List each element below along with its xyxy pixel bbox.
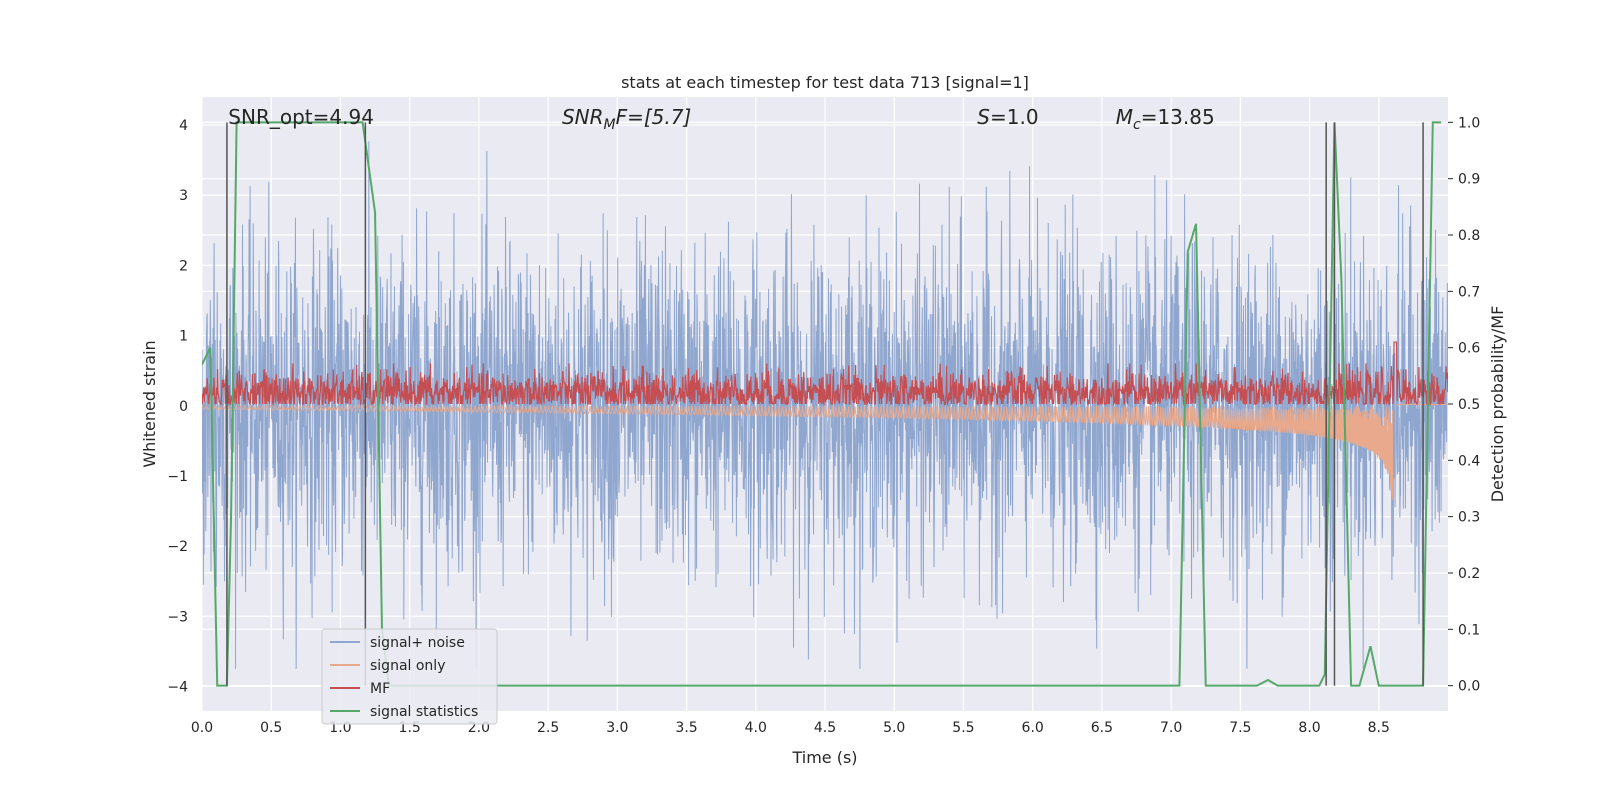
series-layer [202,121,1448,687]
y2-tick-label: 1.0 [1458,115,1480,131]
x-tick-label: 5.0 [883,720,905,736]
series-signal-statistics [202,121,1442,687]
y2-axis-label: Detection probability/MF [1488,306,1507,503]
annotation-text: S=1.0 [977,105,1038,129]
x-tick-label: 8.0 [1298,720,1320,736]
x-tick-label: 3.5 [675,720,697,736]
x-axis: 0.0 0.5 1.0 1.5 2.0 2.5 3.0 3.5 4.0 4.5 5.0 5.5 6.0 6… [191,720,1390,736]
x-tick-label: 6.0 [1022,720,1044,736]
chart-title: stats at each timestep for test data 713… [621,73,1029,92]
legend-entry: signal+ noise [370,635,465,651]
y2-tick-label: 0.0 [1458,679,1480,695]
x-tick-label: 5.5 [952,720,974,736]
x-tick-label: 7.5 [1229,720,1251,736]
x-tick-label: 4.5 [814,720,836,736]
annotation-text: SNRMF=[5.7] [562,105,691,133]
x-tick-label: 0.5 [260,720,282,736]
y-tick-label: 3 [179,188,188,204]
y-axis-right: 1.0 0.9 0.8 0.7 0.6 0.5 0.4 0.3 0.2 0.1 0.0 [1448,115,1480,695]
y2-tick-label: 0.6 [1458,341,1480,357]
x-tick-label: 6.5 [1091,720,1113,736]
annotation-text: SNR_opt=4.94 [228,105,374,129]
legend-entry: MF [370,681,390,697]
legend-entry: signal statistics [370,704,478,720]
x-tick-label: 4.0 [745,720,767,736]
y2-tick-label: 0.2 [1458,566,1480,582]
y-tick-label: 4 [179,118,188,134]
x-tick-label: 3.0 [606,720,628,736]
y2-tick-label: 0.3 [1458,510,1480,526]
y-tick-label: −4 [167,679,188,695]
y2-tick-label: 0.1 [1458,622,1480,638]
y2-tick-label: 0.9 [1458,172,1480,188]
y-tick-label: −3 [167,609,188,625]
y-tick-label: 1 [179,329,188,345]
y2-tick-label: 0.8 [1458,228,1480,244]
y-tick-label: 2 [179,258,188,274]
annotations: SNR_opt=4.94 SNRMF=[5.7] S=1.0 Mc=13.85 [228,105,1214,133]
y-axis-label: Whitened strain [140,340,159,467]
annotation-text: Mc=13.85 [1116,105,1215,133]
y2-tick-label: 0.4 [1458,453,1480,469]
x-axis-label: Time (s) [791,748,857,767]
y2-tick-label: 0.7 [1458,284,1480,300]
legend-entry: signal only [370,658,445,674]
x-tick-label: 7.0 [1160,720,1182,736]
y-tick-label: −2 [167,539,188,555]
series-mf [202,341,1448,407]
legend: signal+ noise signal only MF signal statist… [321,628,498,725]
y-tick-label: 0 [179,399,188,415]
y2-tick-label: 0.5 [1458,397,1480,413]
legend-box [321,628,498,725]
x-tick-label: 0.0 [191,720,213,736]
x-tick-label: 8.5 [1368,720,1390,736]
y-axis-left: 4 3 2 1 0 −1 −2 −3 −4 [167,118,188,695]
series-signal-only [202,403,1448,500]
x-tick-label: 2.5 [537,720,559,736]
y-tick-label: −1 [167,469,188,485]
